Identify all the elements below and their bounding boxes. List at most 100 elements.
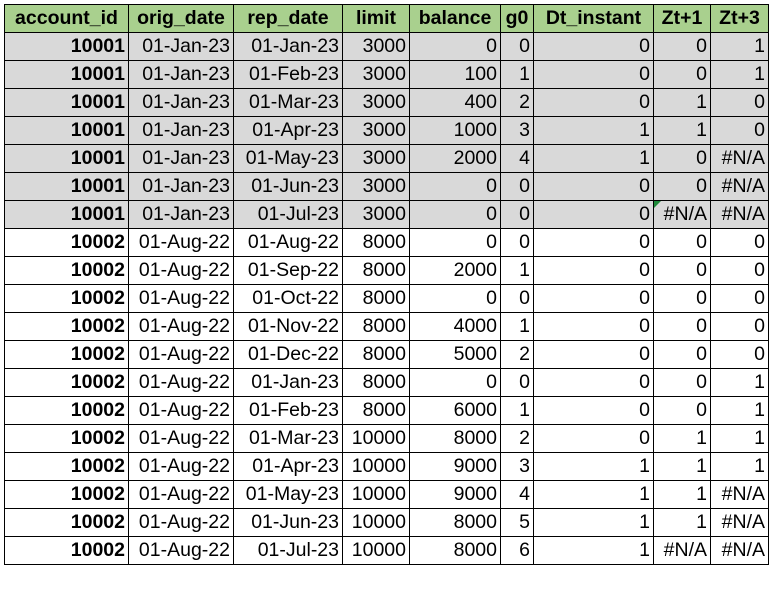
header-dt-instant[interactable]: Dt_instant	[533, 4, 654, 33]
cell-dt-instant[interactable]: 0	[533, 396, 654, 425]
cell-zt3[interactable]: 1	[710, 32, 769, 61]
cell-limit[interactable]: 8000	[342, 368, 410, 397]
cell-zt1[interactable]: 0	[653, 368, 711, 397]
header-g0[interactable]: g0	[500, 4, 534, 33]
cell-zt1[interactable]: 1	[653, 480, 711, 509]
cell-limit[interactable]: 3000	[342, 60, 410, 89]
cell-limit[interactable]: 3000	[342, 32, 410, 61]
cell-orig-date[interactable]: 01-Jan-23	[128, 88, 234, 117]
cell-orig-date[interactable]: 01-Jan-23	[128, 172, 234, 201]
cell-zt3[interactable]: 1	[710, 60, 769, 89]
cell-balance[interactable]: 6000	[409, 396, 501, 425]
cell-balance[interactable]: 1000	[409, 116, 501, 145]
cell-balance[interactable]: 2000	[409, 144, 501, 173]
cell-rep-date[interactable]: 01-Jun-23	[233, 172, 343, 201]
cell-account-id[interactable]: 10002	[4, 508, 129, 537]
cell-g0[interactable]: 1	[500, 312, 534, 341]
cell-balance[interactable]: 0	[409, 284, 501, 313]
cell-dt-instant[interactable]: 1	[533, 116, 654, 145]
cell-dt-instant[interactable]: 0	[533, 368, 654, 397]
cell-g0[interactable]: 0	[500, 228, 534, 257]
cell-zt3[interactable]: 1	[710, 452, 769, 481]
cell-balance[interactable]: 2000	[409, 256, 501, 285]
cell-orig-date[interactable]: 01-Aug-22	[128, 340, 234, 369]
cell-limit[interactable]: 8000	[342, 284, 410, 313]
cell-g0[interactable]: 3	[500, 116, 534, 145]
cell-limit[interactable]: 3000	[342, 144, 410, 173]
cell-balance[interactable]: 400	[409, 88, 501, 117]
cell-zt1[interactable]: 0	[653, 172, 711, 201]
header-zt3[interactable]: Zt+3	[710, 4, 769, 33]
header-orig-date[interactable]: orig_date	[128, 4, 234, 33]
cell-zt3[interactable]: 0	[710, 88, 769, 117]
cell-balance[interactable]: 0	[409, 32, 501, 61]
cell-orig-date[interactable]: 01-Aug-22	[128, 396, 234, 425]
cell-limit[interactable]: 8000	[342, 340, 410, 369]
cell-account-id[interactable]: 10002	[4, 424, 129, 453]
cell-rep-date[interactable]: 01-May-23	[233, 480, 343, 509]
cell-rep-date[interactable]: 01-Mar-23	[233, 88, 343, 117]
cell-limit[interactable]: 10000	[342, 480, 410, 509]
cell-g0[interactable]: 2	[500, 424, 534, 453]
cell-rep-date[interactable]: 01-Feb-23	[233, 60, 343, 89]
cell-account-id[interactable]: 10001	[4, 200, 129, 229]
cell-dt-instant[interactable]: 1	[533, 480, 654, 509]
cell-g0[interactable]: 0	[500, 172, 534, 201]
cell-orig-date[interactable]: 01-Jan-23	[128, 200, 234, 229]
cell-limit[interactable]: 10000	[342, 424, 410, 453]
cell-zt1[interactable]: 0	[653, 396, 711, 425]
cell-account-id[interactable]: 10001	[4, 60, 129, 89]
cell-account-id[interactable]: 10001	[4, 88, 129, 117]
cell-balance[interactable]: 0	[409, 172, 501, 201]
cell-balance[interactable]: 8000	[409, 424, 501, 453]
cell-g0[interactable]: 0	[500, 32, 534, 61]
cell-dt-instant[interactable]: 0	[533, 88, 654, 117]
cell-orig-date[interactable]: 01-Aug-22	[128, 536, 234, 565]
cell-g0[interactable]: 3	[500, 452, 534, 481]
cell-dt-instant[interactable]: 1	[533, 144, 654, 173]
cell-zt1[interactable]: 0	[653, 256, 711, 285]
cell-balance[interactable]: 8000	[409, 536, 501, 565]
header-rep-date[interactable]: rep_date	[233, 4, 343, 33]
cell-zt1[interactable]: #N/A	[653, 536, 711, 565]
cell-limit[interactable]: 10000	[342, 452, 410, 481]
cell-zt1[interactable]: 0	[653, 340, 711, 369]
cell-dt-instant[interactable]: 0	[533, 312, 654, 341]
cell-zt1[interactable]: 0	[653, 228, 711, 257]
cell-rep-date[interactable]: 01-Feb-23	[233, 396, 343, 425]
cell-zt3[interactable]: #N/A	[710, 144, 769, 173]
cell-rep-date[interactable]: 01-Jun-23	[233, 508, 343, 537]
cell-rep-date[interactable]: 01-Aug-22	[233, 228, 343, 257]
cell-rep-date[interactable]: 01-May-23	[233, 144, 343, 173]
cell-dt-instant[interactable]: 0	[533, 256, 654, 285]
cell-rep-date[interactable]: 01-Oct-22	[233, 284, 343, 313]
cell-zt3[interactable]: 0	[710, 284, 769, 313]
cell-g0[interactable]: 2	[500, 88, 534, 117]
header-limit[interactable]: limit	[342, 4, 410, 33]
cell-dt-instant[interactable]: 0	[533, 228, 654, 257]
cell-zt1[interactable]: 0	[653, 60, 711, 89]
cell-rep-date[interactable]: 01-Dec-22	[233, 340, 343, 369]
cell-zt3[interactable]: 0	[710, 312, 769, 341]
cell-g0[interactable]: 4	[500, 480, 534, 509]
cell-g0[interactable]: 0	[500, 284, 534, 313]
cell-account-id[interactable]: 10002	[4, 480, 129, 509]
cell-account-id[interactable]: 10002	[4, 396, 129, 425]
cell-account-id[interactable]: 10002	[4, 452, 129, 481]
cell-rep-date[interactable]: 01-Apr-23	[233, 452, 343, 481]
header-account-id[interactable]: account_id	[4, 4, 129, 33]
cell-zt3[interactable]: #N/A	[710, 508, 769, 537]
cell-zt3[interactable]: 1	[710, 368, 769, 397]
cell-balance[interactable]: 4000	[409, 312, 501, 341]
cell-zt3[interactable]: #N/A	[710, 536, 769, 565]
cell-zt1[interactable]: 0	[653, 312, 711, 341]
cell-rep-date[interactable]: 01-Jan-23	[233, 368, 343, 397]
cell-balance[interactable]: 5000	[409, 340, 501, 369]
cell-dt-instant[interactable]: 1	[533, 508, 654, 537]
cell-account-id[interactable]: 10001	[4, 32, 129, 61]
cell-zt1[interactable]: 0	[653, 144, 711, 173]
cell-balance[interactable]: 0	[409, 200, 501, 229]
cell-rep-date[interactable]: 01-Jan-23	[233, 32, 343, 61]
cell-limit[interactable]: 10000	[342, 508, 410, 537]
cell-zt1[interactable]: 1	[653, 116, 711, 145]
